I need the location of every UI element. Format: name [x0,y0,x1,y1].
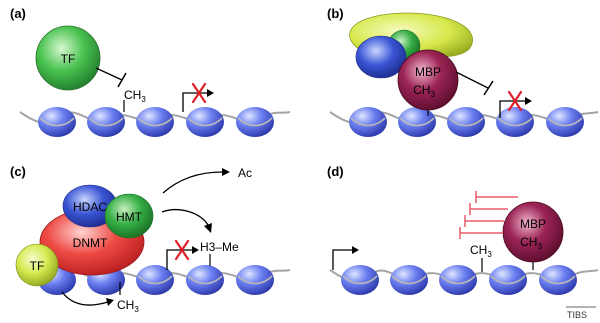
nucleosome [87,107,125,137]
blocked-repressor-lines [459,191,518,239]
mbp-methyl-label: CH3 [520,235,542,251]
inhibition-bar [483,80,494,96]
inhibition-bar [117,72,127,88]
nucleosome [341,265,379,295]
cross-mark [507,90,523,112]
panel-c: (c) DNMT HDAC HMT TF Ac [10,164,291,314]
nucleosome [38,107,76,137]
nucleosome [349,107,387,137]
nucleosome [398,107,436,137]
methyl-group-label: CH3 [117,298,139,314]
nucleosome [136,107,174,137]
histone-methylation-arrow [161,209,209,226]
cross-mark [191,82,207,104]
methyl-group-label: CH3 [124,88,146,104]
mbp-label: MBP [520,217,546,231]
transcription-start-arrow [332,249,352,270]
tf-label: TF [61,52,76,66]
transcription-start-arrow [166,249,192,270]
nucleosome [447,107,485,137]
cross-mark [174,239,190,261]
panel-c-label: (c) [10,164,26,179]
methyl-group-label: CH3 [470,243,492,259]
panel-d: (d) MBP CH3 CH3 [327,164,599,295]
nucleosome [186,265,224,295]
tf-label: TF [30,259,45,273]
mbp-label: MBP [415,65,441,79]
corepressor-blue [355,35,407,79]
inhibition-line [95,67,123,81]
nucleosome [496,107,534,137]
dnmt-label: DNMT [73,236,108,250]
journal-tag: TIBS [567,310,587,320]
panel-b-label: (b) [327,6,344,21]
panel-d-label: (d) [327,164,344,179]
nucleosome [236,107,274,137]
nucleosome [489,265,527,295]
transcription-start-arrow [499,100,525,118]
inhibition-line [455,71,489,89]
dna-methylation-arrow [61,291,109,306]
nucleosome [439,265,477,295]
nucleosome [236,265,274,295]
acetyl-label: Ac [238,166,252,180]
transcription-factor [35,25,101,91]
h3-methyl-label: H3–Me [200,240,239,254]
mbp-methyl-label: CH3 [413,83,435,99]
panel-b: (b) MBP CH3 [327,6,599,137]
hmt-label: HMT [116,210,143,224]
nucleosome [546,107,584,137]
acetyl-removal-arrow [162,171,223,194]
nucleosome [186,107,224,137]
hmt-enzyme [104,193,154,239]
nucleosome [136,265,174,295]
transcription-factor [15,243,59,287]
panel-a: (a) TF CH3 [10,6,291,137]
methyl-binding-protein [397,49,459,111]
nucleosome [539,265,577,295]
methyl-binding-protein [502,201,564,263]
hdac-label: HDAC [73,200,107,214]
nucleosome [390,265,428,295]
panel-a-label: (a) [10,6,26,21]
